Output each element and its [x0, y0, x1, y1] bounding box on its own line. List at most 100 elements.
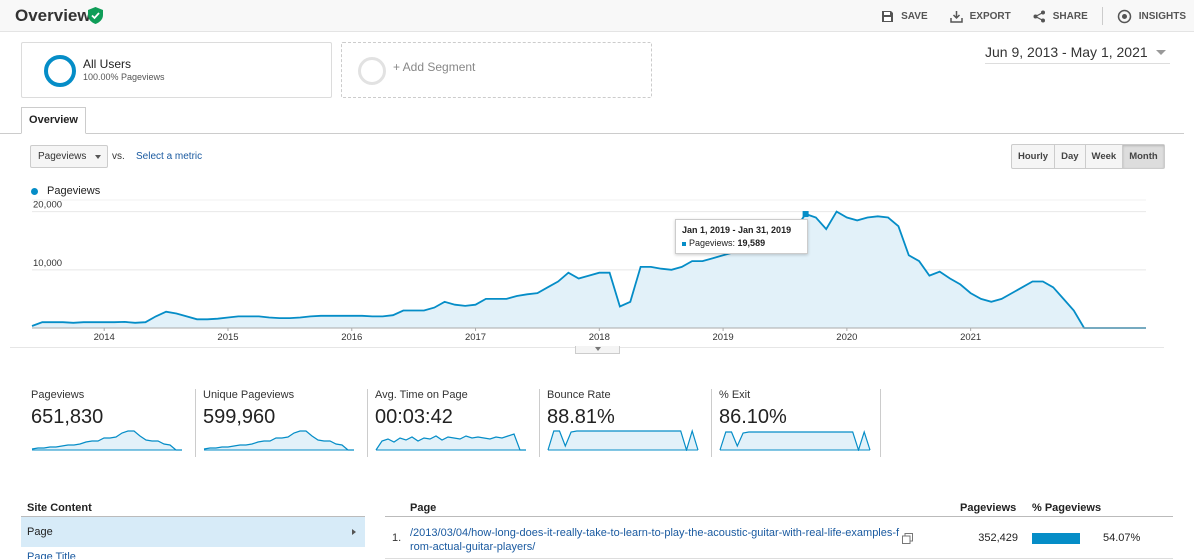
tooltip-label: Pageviews:: [689, 238, 736, 248]
scorecard-value: 86.10%: [719, 406, 787, 428]
site-content-title: Site Content: [27, 502, 92, 514]
export-button[interactable]: EXPORT: [949, 10, 1011, 23]
insights-label: INSIGHTS: [1138, 10, 1186, 22]
table-divider: [21, 516, 365, 517]
metric-dropdown-label: Pageviews: [38, 151, 87, 162]
scorecard-divider: [880, 389, 881, 457]
hourly-button[interactable]: Hourly: [1012, 145, 1056, 168]
row-pageviews: 352,429: [978, 532, 1018, 544]
scorecard-pageviews[interactable]: Pageviews 651,830: [31, 389, 195, 457]
save-label: SAVE: [901, 10, 928, 22]
x-tick-label: 2018: [589, 332, 610, 343]
chevron-down-icon: [1156, 50, 1166, 55]
scorecard-divider: [367, 389, 368, 457]
tab-overview[interactable]: Overview: [21, 107, 86, 134]
sparkline: [547, 429, 699, 451]
pageviews-chart[interactable]: 20,000 10,000 2014 2015 2016 2017 2018 2019 2020…: [0, 198, 1194, 348]
scorecard-label: Unique Pageviews: [203, 389, 295, 401]
sparkline-line: [375, 433, 526, 451]
scorecard-bounce-rate[interactable]: Bounce Rate 88.81%: [539, 389, 711, 457]
metric-dropdown[interactable]: Pageviews: [30, 145, 108, 168]
chart-tooltip: Jan 1, 2019 - Jan 31, 2019 Pageviews: 19…: [675, 219, 808, 254]
chevron-right-icon: [352, 529, 356, 535]
vs-label: vs.: [112, 151, 125, 162]
y-tick-label: 10,000: [33, 258, 62, 269]
insights-button[interactable]: INSIGHTS: [1117, 9, 1186, 24]
highlighted-point[interactable]: [802, 211, 809, 218]
date-range-picker[interactable]: Jun 9, 2013 - May 1, 2021: [985, 44, 1170, 64]
x-tick-label: 2017: [465, 332, 486, 343]
verified-shield-icon: [88, 7, 103, 24]
empty-segment-ring-icon: [358, 57, 386, 85]
site-content-item-page-title[interactable]: Page Title: [27, 551, 76, 559]
series-line: [31, 210, 1146, 329]
column-header-pct-pageviews[interactable]: % Pageviews: [1032, 502, 1102, 514]
tooltip-value: 19,589: [737, 238, 766, 248]
scorecard-label: Avg. Time on Page: [375, 389, 468, 401]
tooltip-date: Jan 1, 2019 - Jan 31, 2019: [682, 225, 792, 235]
save-button[interactable]: SAVE: [881, 10, 928, 23]
open-in-new-window-icon[interactable]: [902, 533, 913, 544]
sparkline: [719, 430, 871, 451]
chevron-down-icon: [95, 155, 101, 159]
segment-all-users[interactable]: All Users 100.00% Pageviews: [21, 42, 332, 98]
share-icon: [1033, 10, 1045, 22]
page-title: Overview: [15, 6, 91, 25]
week-button[interactable]: Week: [1086, 145, 1124, 168]
site-content-item-page[interactable]: Page: [21, 517, 365, 547]
sparkline-line: [31, 430, 182, 451]
actions-divider: [1101, 7, 1103, 25]
month-button[interactable]: Month: [1123, 145, 1164, 168]
x-tick-label: 2019: [713, 332, 734, 343]
sparkline-line: [719, 430, 871, 451]
row-number: 1.: [392, 532, 402, 544]
scorecard-value: 00:03:42: [375, 406, 453, 428]
page-link[interactable]: /2013/03/04/how-long-does-it-really-take…: [410, 527, 900, 553]
save-icon: [882, 10, 894, 22]
insights-icon: [1117, 9, 1132, 23]
x-tick-label: 2020: [836, 332, 857, 343]
scorecard-label: % Exit: [719, 389, 751, 401]
add-segment-button[interactable]: + Add Segment: [341, 42, 652, 98]
select-metric-link[interactable]: Select a metric: [136, 151, 203, 162]
sparkline: [203, 430, 354, 451]
column-header-page[interactable]: Page: [410, 502, 437, 514]
share-button[interactable]: SHARE: [1033, 10, 1088, 23]
scorecard-avg-time[interactable]: Avg. Time on Page 00:03:42: [367, 389, 539, 457]
tab-divider: [0, 133, 1184, 134]
day-button[interactable]: Day: [1055, 145, 1086, 168]
site-content-item-label: Page: [27, 526, 53, 538]
top-bar: Overview SAVE EXPORT SHARE INSIGHTS: [0, 0, 1194, 32]
sparkline: [31, 430, 182, 451]
segment-subtitle: 100.00% Pageviews: [83, 72, 165, 82]
scorecard-unique-pageviews[interactable]: Unique Pageviews 599,960: [195, 389, 367, 457]
row-pct-value: 54.07%: [1103, 532, 1141, 544]
tooltip-series-marker: [682, 241, 686, 246]
x-tick-label: 2015: [217, 332, 238, 343]
x-tick-label: 2016: [341, 332, 362, 343]
sparkline-area: [548, 431, 698, 450]
table-divider: [385, 516, 1173, 517]
sparkline-area: [720, 432, 870, 450]
scorecard-label: Pageviews: [31, 389, 85, 401]
segment-ring-icon: [44, 55, 76, 87]
series-area: [32, 211, 1146, 328]
sparkline-line: [547, 429, 699, 451]
sparkline-area: [376, 434, 526, 450]
export-icon: [949, 10, 963, 23]
segment-name: All Users: [83, 57, 132, 71]
scorecard-exit-rate[interactable]: % Exit 86.10%: [711, 389, 883, 457]
x-tick-label: 2014: [94, 332, 115, 343]
scorecard-divider: [539, 389, 540, 457]
scorecard-divider: [195, 389, 196, 457]
add-segment-label: + Add Segment: [393, 60, 476, 74]
chart-collapse-toggle[interactable]: [575, 346, 620, 354]
scorecard-value: 88.81%: [547, 406, 615, 428]
share-label: SHARE: [1052, 10, 1088, 22]
column-header-pageviews[interactable]: Pageviews: [960, 502, 1017, 514]
granularity-selector: Hourly Day Week Month: [1011, 144, 1165, 169]
legend-label: Pageviews: [47, 185, 101, 197]
scorecard-label: Bounce Rate: [547, 389, 611, 401]
legend-dot: [31, 188, 38, 195]
chevron-down-icon: [595, 347, 601, 351]
